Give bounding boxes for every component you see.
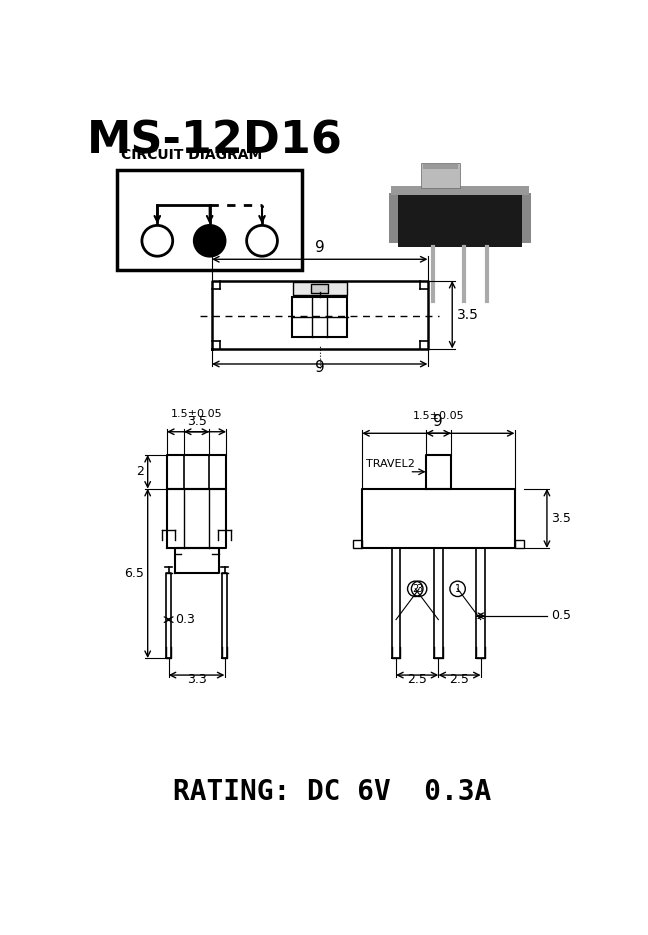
Text: 0.5: 0.5 bbox=[551, 610, 571, 623]
Text: 9: 9 bbox=[315, 240, 325, 255]
Bar bbox=[399, 189, 522, 247]
Bar bbox=[391, 186, 529, 195]
Text: 1.5±0.05: 1.5±0.05 bbox=[171, 410, 222, 420]
Text: 2.5: 2.5 bbox=[450, 673, 469, 686]
Text: TRAVEL2: TRAVEL2 bbox=[366, 459, 415, 469]
Bar bbox=[292, 297, 347, 337]
Bar bbox=[522, 193, 531, 243]
Text: 0.3: 0.3 bbox=[175, 613, 195, 626]
Text: 2.5: 2.5 bbox=[407, 673, 427, 686]
Bar bbox=[311, 284, 329, 294]
Text: 3.5: 3.5 bbox=[457, 308, 479, 322]
Text: MS-12D16: MS-12D16 bbox=[86, 120, 342, 163]
Bar bbox=[421, 163, 460, 188]
Text: 3: 3 bbox=[416, 583, 422, 594]
Bar bbox=[353, 540, 362, 548]
Bar bbox=[389, 193, 399, 243]
Text: CIRCUIT DIAGRAM: CIRCUIT DIAGRAM bbox=[121, 149, 262, 163]
Text: 9: 9 bbox=[434, 414, 443, 429]
Bar bbox=[515, 540, 524, 548]
Bar bbox=[117, 170, 302, 270]
Bar bbox=[293, 282, 347, 295]
Text: 6.5: 6.5 bbox=[124, 567, 144, 580]
Bar bbox=[423, 164, 458, 169]
Text: 3.5: 3.5 bbox=[187, 415, 207, 428]
Text: 9: 9 bbox=[315, 360, 325, 375]
Text: 2: 2 bbox=[136, 466, 144, 479]
Text: 2: 2 bbox=[412, 583, 419, 594]
Text: 3.5: 3.5 bbox=[551, 511, 572, 525]
Text: 3.3: 3.3 bbox=[187, 673, 207, 686]
Text: 1: 1 bbox=[454, 583, 461, 594]
Text: RATING: DC 6V  0.3A: RATING: DC 6V 0.3A bbox=[173, 778, 491, 806]
Text: 1.5±0.05: 1.5±0.05 bbox=[413, 411, 464, 421]
Circle shape bbox=[194, 225, 225, 256]
